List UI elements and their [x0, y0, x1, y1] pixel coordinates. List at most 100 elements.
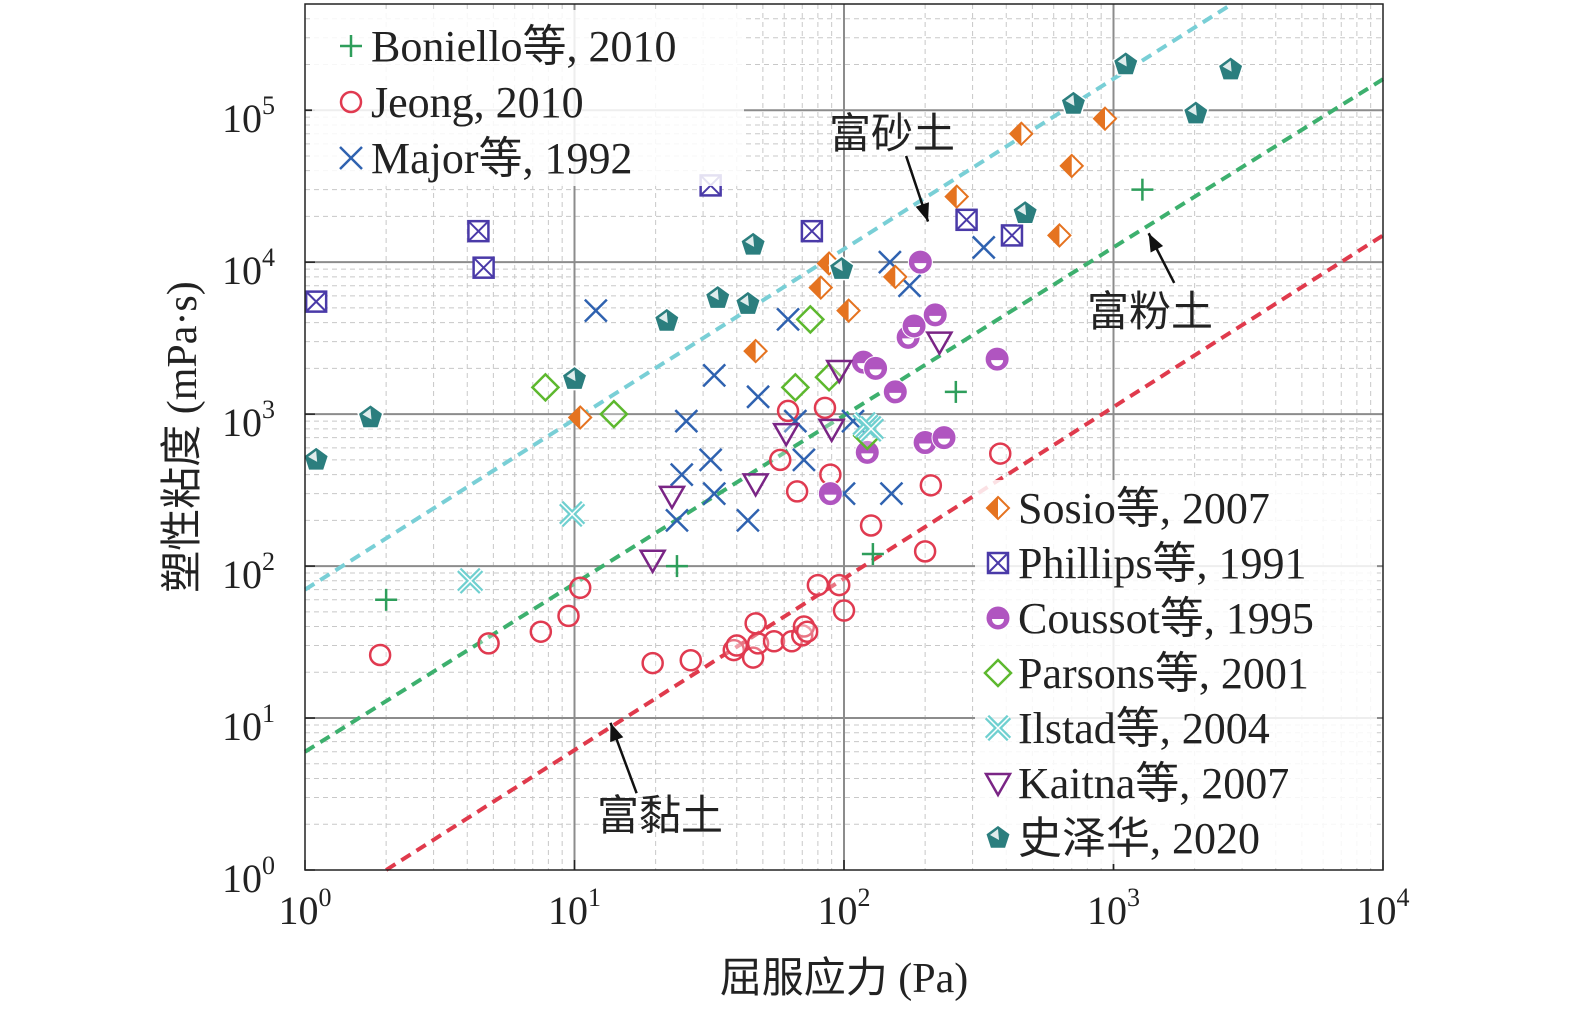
data-point-series-9 [734, 290, 762, 316]
data-point-series-0 [375, 588, 398, 611]
x-tick-label: 104 [1357, 883, 1410, 933]
data-point-series-8 [657, 485, 687, 511]
legend-label: Parsons等, 2001 [1018, 649, 1309, 698]
trend-arrowhead [915, 202, 929, 222]
data-point-series-9 [1182, 99, 1210, 125]
data-point-series-1 [725, 634, 749, 657]
data-point-series-0 [1131, 178, 1154, 201]
data-point-series-8 [817, 418, 846, 444]
legend-marker-series-1 [339, 90, 363, 114]
trend-arrowhead [610, 722, 624, 743]
data-point-series-4 [472, 256, 495, 279]
data-point-series-6 [599, 399, 629, 429]
data-point-series-5 [854, 439, 880, 465]
data-point-series-9 [1112, 50, 1139, 76]
legend-entry: Jeong, 2010 [339, 78, 584, 127]
data-point-series-1 [568, 576, 592, 600]
data-point-series-2 [665, 508, 689, 533]
data-point-series-3 [1092, 106, 1118, 132]
data-point-series-7 [857, 415, 885, 442]
data-point-series-2 [776, 307, 800, 332]
data-point-series-5 [912, 430, 938, 456]
legend-entry: Kaitna等, 2007 [983, 759, 1289, 808]
legend-marker-series-0 [340, 35, 362, 57]
data-point-series-1 [832, 599, 856, 622]
legend-marker-series-6 [983, 658, 1013, 688]
data-point-series-2 [669, 462, 694, 487]
data-point-series-3 [882, 264, 908, 290]
data-point-series-5 [984, 346, 1010, 372]
legend-entry: Phillips等, 1991 [986, 539, 1307, 588]
legend-marker-series-8 [983, 772, 1013, 798]
data-point-series-2 [674, 409, 699, 433]
legend-entry: Coussot等, 1995 [985, 594, 1314, 643]
data-point-series-6 [780, 372, 811, 403]
data-point-series-0 [944, 380, 967, 403]
data-point-series-1 [557, 604, 580, 628]
data-point-series-8 [825, 359, 854, 385]
data-point-series-3 [1059, 153, 1085, 179]
legend-top-left: Boniello等, 2010 Jeong, 2010 Major等, 1992 [312, 10, 744, 186]
trend-line [303, 77, 1385, 754]
data-point-series-7 [559, 500, 586, 528]
data-point-series-8 [638, 549, 667, 575]
data-point-series-3 [944, 184, 970, 210]
data-point-series-9 [357, 403, 384, 429]
data-point-series-7 [457, 567, 484, 594]
data-point-series-9 [1060, 89, 1087, 116]
data-points [302, 50, 1244, 675]
y-tick-label: 105 [222, 91, 275, 141]
data-point-series-9 [1011, 199, 1039, 225]
legend-entry: Boniello等, 2010 [340, 22, 677, 71]
data-point-series-3 [743, 338, 769, 364]
data-point-series-3 [567, 405, 593, 430]
data-point-series-1 [813, 396, 837, 420]
x-tick-label: 101 [548, 883, 601, 933]
data-point-series-6 [530, 372, 561, 403]
x-tick-label: 100 [279, 883, 332, 933]
legend-marker-series-4 [986, 551, 1010, 575]
legend-label: Coussot等, 1995 [1018, 594, 1314, 643]
data-point-series-9 [561, 365, 588, 391]
legend-entry: Sosio等, 2007 [985, 484, 1270, 533]
data-point-series-2 [583, 298, 608, 323]
legend-marker-series-7 [984, 714, 1012, 742]
legend-label: Sosio等, 2007 [1018, 484, 1270, 533]
data-point-series-1 [989, 442, 1012, 465]
data-point-series-1 [795, 620, 819, 643]
data-point-series-1 [529, 620, 553, 643]
data-point-series-1 [768, 448, 792, 472]
data-point-series-5 [922, 302, 948, 328]
legend-entry: Parsons等, 2001 [983, 649, 1309, 698]
data-point-series-9 [302, 445, 330, 472]
data-point-series-9 [739, 230, 767, 257]
data-point-series-2 [702, 481, 727, 506]
data-point-series-9 [828, 255, 855, 281]
legend-label: Ilstad等, 2004 [1018, 704, 1270, 753]
y-tick-label: 101 [222, 699, 275, 749]
y-tick-label: 103 [222, 395, 275, 445]
data-point-series-5 [931, 425, 957, 451]
legend-label: Major等, 1992 [371, 134, 633, 183]
legend-background [975, 480, 1377, 864]
data-point-series-1 [785, 480, 809, 503]
legend-label: 史泽华, 2020 [1018, 814, 1260, 863]
data-point-series-1 [679, 649, 703, 672]
data-point-series-6 [795, 304, 826, 335]
trend-arrowhead [1148, 233, 1164, 253]
legend-entry: 史泽华, 2020 [984, 814, 1260, 863]
data-point-series-5 [907, 249, 933, 275]
data-point-series-4 [1000, 224, 1024, 247]
data-point-series-5 [901, 313, 927, 339]
legend-marker-series-3 [985, 495, 1011, 521]
x-axis-label: 屈服应力 (Pa) [720, 955, 968, 1002]
data-point-series-0 [861, 543, 884, 566]
trend-line [303, 2, 1233, 592]
data-point-series-2 [783, 409, 808, 433]
data-point-series-9 [704, 284, 731, 310]
data-point-series-3 [1008, 121, 1034, 147]
data-point-series-1 [806, 573, 830, 597]
data-point-series-1 [762, 630, 786, 653]
data-point-series-8 [771, 422, 801, 448]
